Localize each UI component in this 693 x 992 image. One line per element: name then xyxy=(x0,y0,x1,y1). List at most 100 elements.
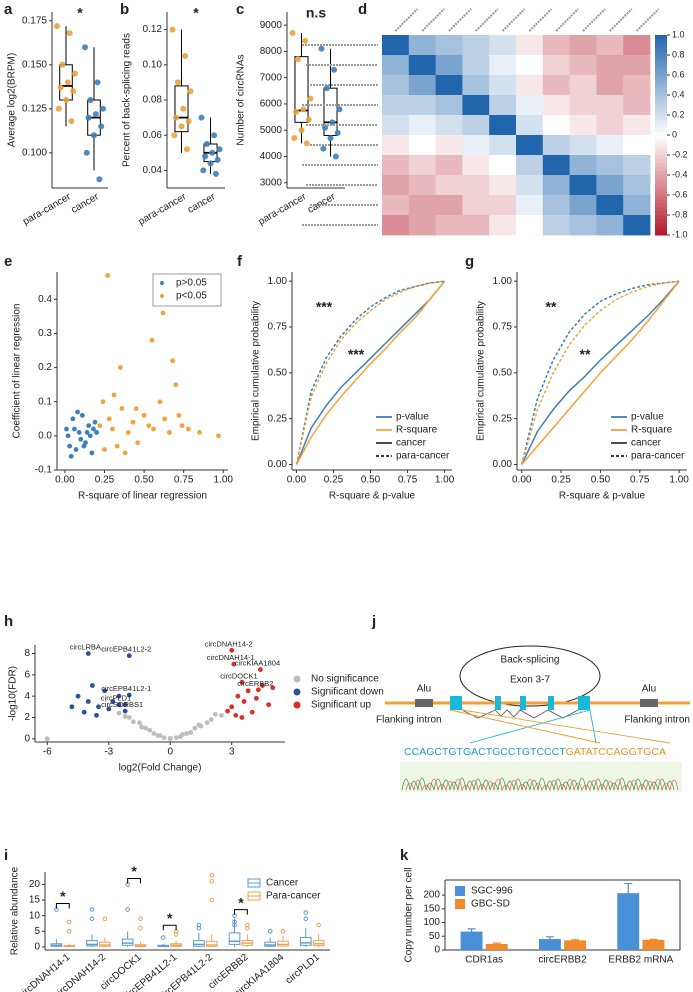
heatmap-cell xyxy=(569,195,597,216)
colorbar-segment xyxy=(655,95,667,100)
heatmap-cell xyxy=(569,115,597,136)
point xyxy=(151,731,157,736)
heatmap-cell xyxy=(462,35,490,56)
alu-label: Alu xyxy=(642,684,656,695)
point xyxy=(94,712,99,718)
heatmap-cell xyxy=(542,35,570,56)
labeled-point xyxy=(231,661,237,667)
heatmap-cell xyxy=(623,135,651,156)
point xyxy=(110,426,115,432)
heatmap-cell xyxy=(569,75,597,96)
legend-label: p>0.05 xyxy=(176,278,207,289)
panel-label: k xyxy=(400,847,409,864)
heatmap-cell xyxy=(382,175,410,196)
colorbar-segment xyxy=(655,91,667,96)
point-label: circKIAA1804 xyxy=(235,659,280,668)
colorbar-tick-label: -0.2 xyxy=(672,149,688,159)
junction-line xyxy=(461,709,671,744)
colorbar-segment xyxy=(655,127,667,132)
outlier xyxy=(138,925,143,931)
panel-label: c xyxy=(236,1,244,18)
labeled-point xyxy=(126,653,132,659)
x-tick-label: 0.75 xyxy=(174,475,194,486)
y-tick-label: 0.00 xyxy=(268,459,288,470)
cdf-line xyxy=(521,280,680,465)
point xyxy=(233,712,239,718)
error-bar xyxy=(624,882,633,904)
point xyxy=(130,719,136,725)
colorbar-segment xyxy=(655,171,667,176)
heatmap-cell xyxy=(542,175,570,196)
point xyxy=(322,124,329,131)
point xyxy=(331,66,338,73)
heatmap-cell xyxy=(435,35,463,56)
point xyxy=(59,61,66,68)
heatmap-cell xyxy=(596,175,624,196)
y-tick-label: 0.1 xyxy=(38,396,52,407)
heatmap-cell xyxy=(569,35,597,56)
point xyxy=(336,106,343,113)
y-tick-label: 0.25 xyxy=(493,413,513,424)
outlier xyxy=(232,922,237,928)
colorbar-segment xyxy=(655,107,667,112)
outlier xyxy=(303,910,309,915)
colorbar-segment xyxy=(655,99,667,104)
heatmap-cell xyxy=(489,195,517,216)
y-tick-label: 3000 xyxy=(260,177,283,188)
heatmap-cell xyxy=(408,115,436,136)
bar xyxy=(564,940,587,950)
legend-label: p-value xyxy=(396,412,429,423)
point xyxy=(173,114,180,121)
y-tick-label: 9000 xyxy=(260,20,283,31)
legend-label: SGC-996 xyxy=(471,886,513,897)
colorbar-segment xyxy=(655,147,667,152)
legend-swatch xyxy=(160,281,164,285)
heatmap-cell xyxy=(462,55,490,76)
colorbar-segment xyxy=(655,155,667,160)
point xyxy=(332,153,339,160)
colorbar-segment xyxy=(655,47,667,52)
point xyxy=(188,730,194,735)
heatmap-cell xyxy=(382,95,410,116)
y-tick-label: 0.50 xyxy=(268,367,288,378)
heatmap-cell xyxy=(623,75,651,96)
intron-splice xyxy=(461,709,579,719)
heatmap-cell xyxy=(408,75,436,96)
point xyxy=(318,45,325,52)
col-label-placeholder xyxy=(582,8,606,32)
significance: * xyxy=(238,894,244,910)
point xyxy=(192,725,198,731)
point xyxy=(82,44,88,51)
point xyxy=(75,409,80,415)
box xyxy=(294,56,309,123)
back-splicing-label: Back-splicing xyxy=(501,655,560,666)
colorbar-segment xyxy=(655,75,667,80)
point xyxy=(197,430,202,435)
y-tick-label: 0.100 xyxy=(22,147,47,158)
exon xyxy=(548,696,554,710)
colorbar-segment xyxy=(655,159,667,164)
annotation: * xyxy=(77,5,83,21)
x-tick-label: cancer xyxy=(186,191,218,216)
legend-swatch xyxy=(160,294,164,298)
y-axis-label: Average log2(BRPM) xyxy=(7,53,18,147)
point xyxy=(211,132,218,139)
heatmap-cell xyxy=(489,75,517,96)
point xyxy=(96,176,103,183)
heatmap-cell xyxy=(462,155,490,176)
y-tick-label: -0.1 xyxy=(35,465,53,476)
labeled-point xyxy=(122,708,128,714)
point xyxy=(102,447,107,452)
legend-label: R-square xyxy=(396,425,438,436)
y-tick-label: 6000 xyxy=(260,99,283,110)
y-tick-label: 10 xyxy=(29,910,41,921)
heatmap-cell xyxy=(382,135,410,156)
legend-box xyxy=(152,273,222,307)
colorbar-segment xyxy=(655,219,667,224)
point xyxy=(249,709,255,715)
x-axis-label: log2(Fold Change) xyxy=(119,763,202,774)
y-tick-label: 50 xyxy=(429,931,441,942)
point xyxy=(75,693,81,699)
error-bar xyxy=(545,936,554,942)
legend-swatch xyxy=(293,688,301,696)
